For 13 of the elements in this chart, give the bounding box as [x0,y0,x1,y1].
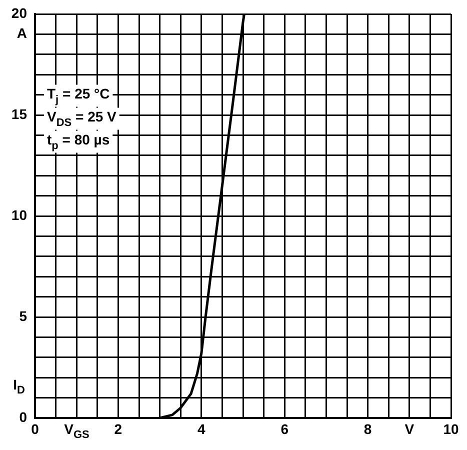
x-tick-label: 6 [280,420,289,437]
y-tick-label: A [16,25,27,42]
y-tick-label: 5 [19,308,28,324]
x-tick-label: 2 [114,420,122,437]
y-tick-label: 15 [11,106,28,122]
x-tick-label: 4 [198,420,206,437]
y-tick-label: 20 [11,4,28,21]
x-tick-label: 0 [31,420,40,437]
x-tick-label: 10 [443,420,459,437]
x-tick-label: V [404,420,415,437]
x-tick-label: 8 [364,420,372,437]
y-tick-label: 0 [19,408,28,425]
y-tick-label: 10 [11,206,28,223]
